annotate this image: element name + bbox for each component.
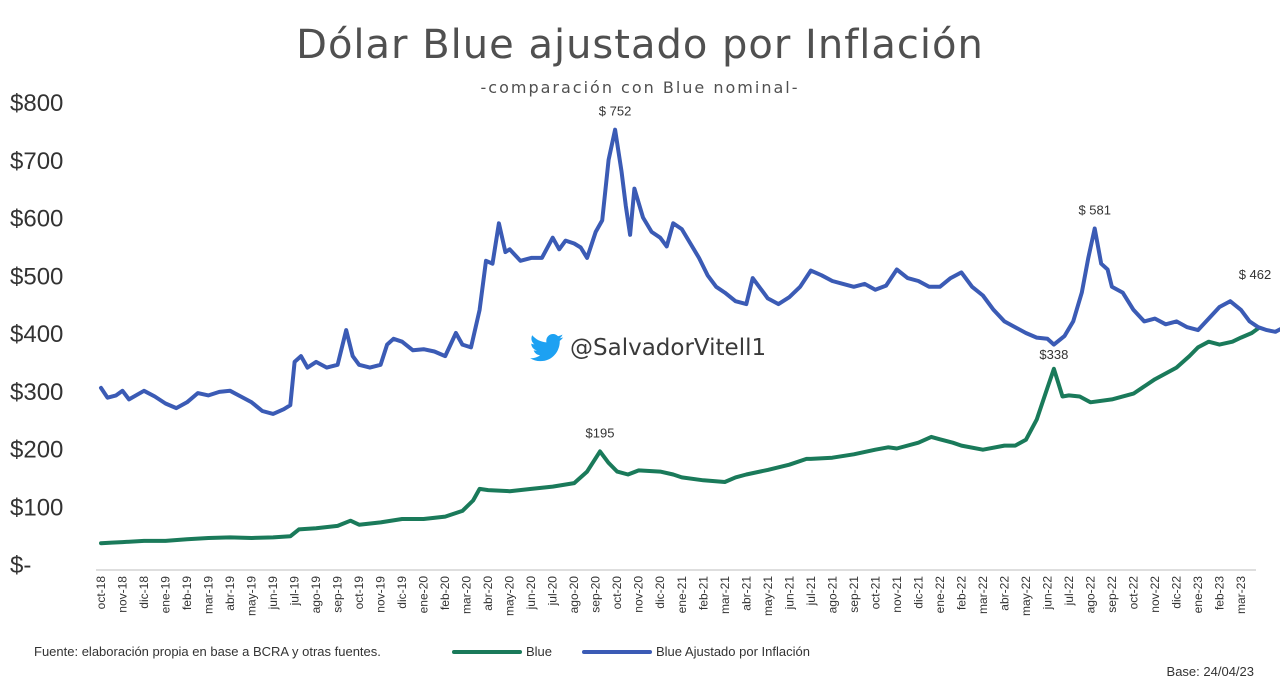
x-tick-label: jun-19: [266, 576, 280, 611]
x-tick-label: nov-18: [116, 576, 130, 613]
peak-label: $ 462: [1239, 267, 1272, 282]
annotations-layer: $ 752 $ 581 $ 462 $195 $338: [586, 104, 1272, 441]
x-tick-label: feb-20: [438, 576, 452, 610]
x-tick-label: ene-22: [933, 576, 947, 614]
x-tick-label: oct-18: [94, 576, 108, 610]
peak-label: $195: [586, 425, 615, 440]
x-tick-label: abr-21: [739, 576, 753, 611]
x-tick-label: sep-20: [589, 576, 603, 613]
legend-swatch-blue: [452, 649, 522, 654]
x-tick-label: dic-22: [1169, 576, 1183, 609]
x-tick-label: jul-20: [546, 576, 560, 607]
x-tick-label: dic-18: [137, 576, 151, 609]
y-tick-label: $500: [10, 263, 63, 290]
x-tick-label: oct-20: [610, 576, 624, 610]
x-tick-label: mar-19: [202, 576, 216, 614]
x-tick-label: jun-20: [524, 576, 538, 611]
x-tick-label: nov-21: [890, 576, 904, 613]
x-tick-label: dic-20: [653, 576, 667, 609]
x-tick-label: feb-19: [180, 576, 194, 610]
x-tick-label: dic-21: [911, 576, 925, 609]
x-tick-label: ago-22: [1083, 576, 1097, 614]
source-note: Fuente: elaboración propia en base a BCR…: [34, 644, 381, 659]
x-tick-label: abr-22: [997, 576, 1011, 611]
x-tick-label: ene-20: [417, 576, 431, 614]
base-date: Base: 24/04/23: [1166, 664, 1254, 679]
x-tick-label: sep-19: [331, 576, 345, 613]
x-tick-label: may-22: [1019, 576, 1033, 616]
legend-item-blue-ajustado: Blue Ajustado por Inflación: [582, 644, 810, 659]
x-tick-label: jul-22: [1062, 576, 1076, 607]
x-tick-label: may-20: [503, 576, 517, 616]
y-axis: $- $100 $200 $300 $400 $500 $600 $700 $800: [10, 90, 63, 579]
legend-label-blue: Blue: [526, 644, 553, 659]
twitter-bird-icon: [530, 333, 564, 362]
x-tick-label: oct-22: [1126, 576, 1140, 610]
x-tick-label: feb-21: [696, 576, 710, 610]
x-tick-label: jul-19: [288, 576, 302, 607]
x-tick-label: ene-21: [675, 576, 689, 614]
peak-label: $ 752: [599, 104, 632, 119]
x-tick-label: oct-19: [352, 576, 366, 610]
x-tick-label: abr-19: [223, 576, 237, 611]
peak-label: $ 581: [1078, 202, 1111, 217]
x-tick-label: oct-21: [868, 576, 882, 610]
x-tick-label: ago-20: [567, 576, 581, 614]
x-tick-label: nov-20: [632, 576, 646, 613]
x-tick-label: sep-21: [847, 576, 861, 613]
legend-item-blue: Blue: [452, 644, 552, 659]
x-tick-label: mar-21: [718, 576, 732, 614]
legend-label-blue-ajustado: Blue Ajustado por Inflación: [656, 644, 810, 659]
x-tick-label: feb-22: [954, 576, 968, 610]
y-tick-label: $400: [10, 321, 63, 348]
x-tick-label: may-19: [245, 576, 259, 616]
x-tick-label: sep-22: [1105, 576, 1119, 613]
x-tick-label: ago-21: [825, 576, 839, 614]
x-tick-label: mar-22: [976, 576, 990, 614]
y-tick-label: $600: [10, 206, 63, 233]
x-tick-label: nov-22: [1148, 576, 1162, 613]
series-line-blue-ajustado: [99, 127, 1280, 416]
series-layer: [99, 127, 1280, 546]
chart-title: Dólar Blue ajustado por Inflación: [296, 22, 984, 68]
x-tick-label: ene-19: [159, 576, 173, 614]
y-tick-label: $300: [10, 379, 63, 406]
twitter-watermark: @SalvadorVitell1: [530, 333, 766, 363]
x-tick-label: ene-23: [1191, 576, 1205, 614]
x-tick-label: jun-22: [1040, 576, 1054, 611]
x-tick-label: ago-19: [309, 576, 323, 614]
x-tick-label: jul-21: [804, 576, 818, 607]
y-tick-label: $200: [10, 437, 63, 464]
legend-swatch-blue-ajustado: [582, 649, 652, 654]
x-tick-label: may-21: [761, 576, 775, 616]
series-line-blue: [99, 326, 1261, 546]
y-tick-label: $700: [10, 148, 63, 175]
x-tick-label: abr-20: [481, 576, 495, 611]
x-tick-label: nov-19: [374, 576, 388, 613]
x-axis: oct-18 nov-18 dic-18 ene-19 feb-19 mar-19 abr-…: [94, 569, 1256, 616]
x-tick-label: jun-21: [782, 576, 796, 611]
chart-subtitle: -comparación con Blue nominal-: [480, 78, 800, 97]
peak-label: $338: [1039, 347, 1068, 362]
y-tick-label: $100: [10, 494, 63, 521]
x-tick-label: feb-23: [1212, 576, 1226, 610]
x-tick-label: dic-19: [395, 576, 409, 609]
x-tick-label: mar-20: [460, 576, 474, 614]
y-tick-label: $-: [10, 552, 31, 579]
twitter-handle: @SalvadorVitell1: [570, 335, 767, 361]
y-tick-label: $800: [10, 90, 63, 117]
x-tick-label: mar-23: [1234, 576, 1248, 614]
